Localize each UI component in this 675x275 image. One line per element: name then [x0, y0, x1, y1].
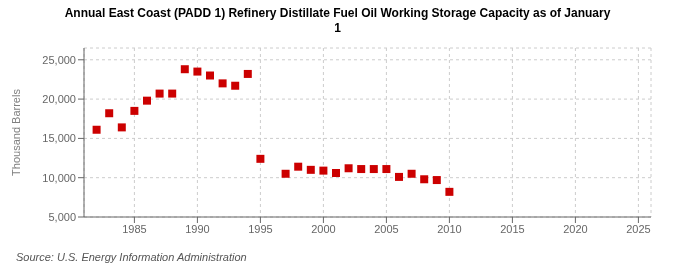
svg-text:2025: 2025 [626, 223, 650, 235]
svg-text:15,000: 15,000 [42, 132, 76, 144]
html-text:Source: U.S. Energy Informatio: Source: U.S. Energy Information Administ… [16, 251, 247, 263]
svg-text:1985: 1985 [122, 223, 146, 235]
svg-text:10,000: 10,000 [42, 172, 76, 184]
html-text:1: 1 [334, 21, 341, 35]
svg-text:2015: 2015 [500, 223, 524, 235]
svg-text:20,000: 20,000 [42, 93, 76, 105]
svg-text:2005: 2005 [374, 223, 398, 235]
html-text:Annual East Coast (PADD 1) Ref: Annual East Coast (PADD 1) Refinery Dist… [64, 6, 611, 20]
svg-text:25,000: 25,000 [42, 54, 76, 66]
svg-text:2020: 2020 [563, 223, 587, 235]
svg-text:2000: 2000 [311, 223, 335, 235]
svg-text:1990: 1990 [185, 223, 209, 235]
svg-text:Thousand Barrels: Thousand Barrels [10, 89, 22, 176]
svg-text:5,000: 5,000 [48, 211, 76, 223]
svg-text:2010: 2010 [437, 223, 461, 235]
svg-text:1995: 1995 [248, 223, 272, 235]
